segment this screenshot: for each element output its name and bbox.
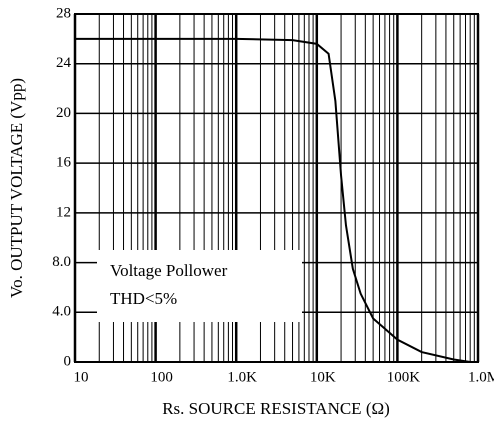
annotation-box [97,250,302,322]
annotation: Voltage Pollower [110,261,228,280]
y-tick-label: 28 [56,5,71,21]
y-tick-label: 8.0 [52,254,71,270]
y-tick-label: 24 [56,55,72,71]
y-tick-label: 16 [56,155,72,171]
x-tick-label: 1.0K [227,369,257,385]
y-tick-label: 0 [64,353,72,369]
plot-frame [74,13,479,363]
line [75,37,471,363]
annotation: THD<5% [110,289,177,308]
x-tick-label: 1.0M [468,369,494,385]
y-tick-label: 4.0 [52,304,71,320]
y-axis-label: Vo. OUTPUT VOLTAGE (Vpp) [7,78,26,298]
x-tick-label: 100 [150,369,173,385]
y-tick-label: 20 [56,105,71,121]
y-tick-label: 12 [56,204,71,220]
x-axis-label: Rs. SOURCE RESISTANCE (Ω) [162,399,390,418]
x-tick-label: 10 [74,369,89,385]
x-tick-label: 100K [387,369,421,385]
x-tick-label: 10K [310,369,336,385]
